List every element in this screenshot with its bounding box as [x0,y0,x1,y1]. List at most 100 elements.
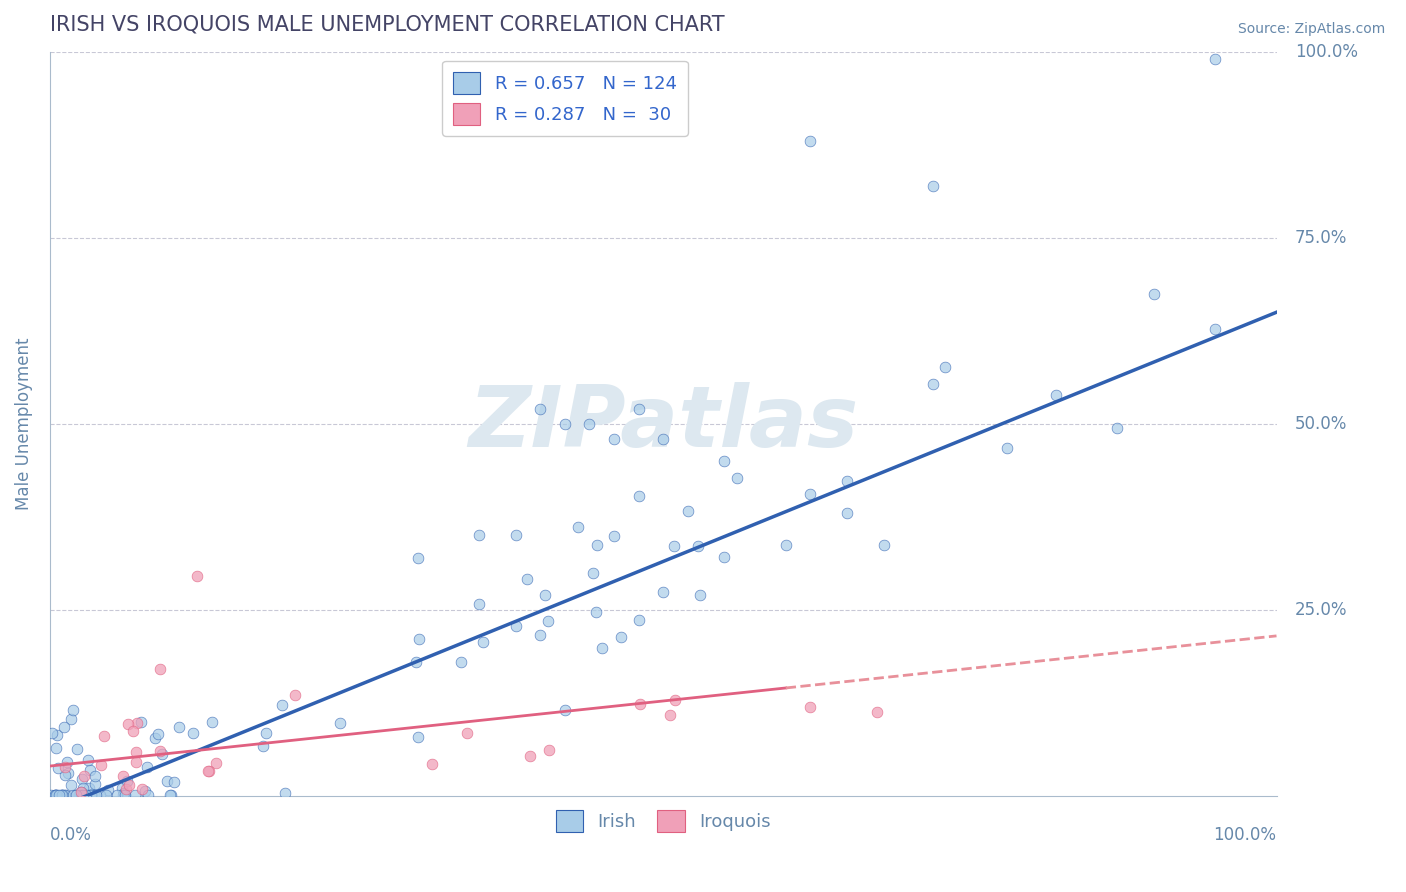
Point [45,741,67,756]
Point [505,528,527,542]
Point [538,743,561,757]
Point [75,788,97,802]
Point [83,788,105,802]
Point [51,788,73,802]
Point [59,778,82,792]
Point [69,788,91,802]
Point [835,474,858,488]
Point [519,748,541,763]
Point [1045,388,1067,402]
Point [44,788,66,802]
Point [529,628,551,642]
Point [628,697,651,711]
Point [51,788,73,802]
Point [55,755,77,769]
Point [70,788,93,802]
Point [96,788,118,802]
Point [80,788,103,802]
Point [567,520,589,534]
Point [775,538,797,552]
Point [1143,287,1166,301]
Point [45,788,67,802]
Point [585,605,607,619]
Point [934,360,956,375]
Point [591,640,613,655]
Point [111,769,134,783]
Point [799,699,821,714]
Point [1105,421,1128,435]
Point [197,764,219,778]
Point [610,630,633,644]
Point [181,725,204,739]
Point [72,788,94,802]
Point [271,698,294,713]
Point [143,731,166,745]
Point [51,788,73,802]
Point [129,714,152,729]
Point [405,655,427,669]
Point [922,377,945,392]
Point [159,788,181,802]
Point [53,767,76,781]
Point [835,506,858,520]
Point [627,613,650,627]
Text: ZIPatlas: ZIPatlas [468,383,858,466]
Point [77,788,100,802]
Point [149,662,172,676]
Point [67,788,90,802]
Point [254,726,277,740]
Point [200,714,222,729]
Point [70,772,93,786]
Point [676,504,699,518]
Point [533,588,555,602]
Point [468,597,491,611]
Point [44,788,66,802]
Point [72,780,94,795]
Point [408,632,430,646]
Point [53,788,76,802]
Text: 0.0%: 0.0% [49,826,91,844]
Point [627,401,650,416]
Point [53,760,76,774]
Point [865,705,887,719]
Point [873,538,896,552]
Point [39,788,62,802]
Point [529,401,551,416]
Point [73,788,96,802]
Point [652,432,675,446]
Point [90,758,112,772]
Point [93,729,115,743]
Point [52,788,75,802]
Point [582,566,605,580]
Point [586,537,609,551]
Point [204,756,226,770]
Point [107,788,129,802]
Point [69,785,91,799]
Point [44,788,66,802]
Point [45,788,67,802]
Point [554,417,576,431]
Y-axis label: Male Unemployment: Male Unemployment [15,337,32,510]
Point [56,765,79,780]
Point [799,134,821,148]
Text: 25.0%: 25.0% [1295,601,1347,619]
Point [537,614,560,628]
Point [725,471,748,485]
Point [186,569,208,583]
Point [112,788,135,802]
Text: 100.0%: 100.0% [1213,826,1277,844]
Point [406,550,429,565]
Point [274,786,297,800]
Point [89,788,111,802]
Point [65,742,87,756]
Point [59,712,82,726]
Text: IRISH VS IROQUOIS MALE UNEMPLOYMENT CORRELATION CHART: IRISH VS IROQUOIS MALE UNEMPLOYMENT CORR… [49,15,724,35]
Point [329,715,352,730]
Point [62,788,84,802]
Point [117,716,139,731]
Point [45,729,67,743]
Point [995,441,1018,455]
Point [114,788,136,802]
Point [84,788,107,802]
Point [603,529,626,543]
